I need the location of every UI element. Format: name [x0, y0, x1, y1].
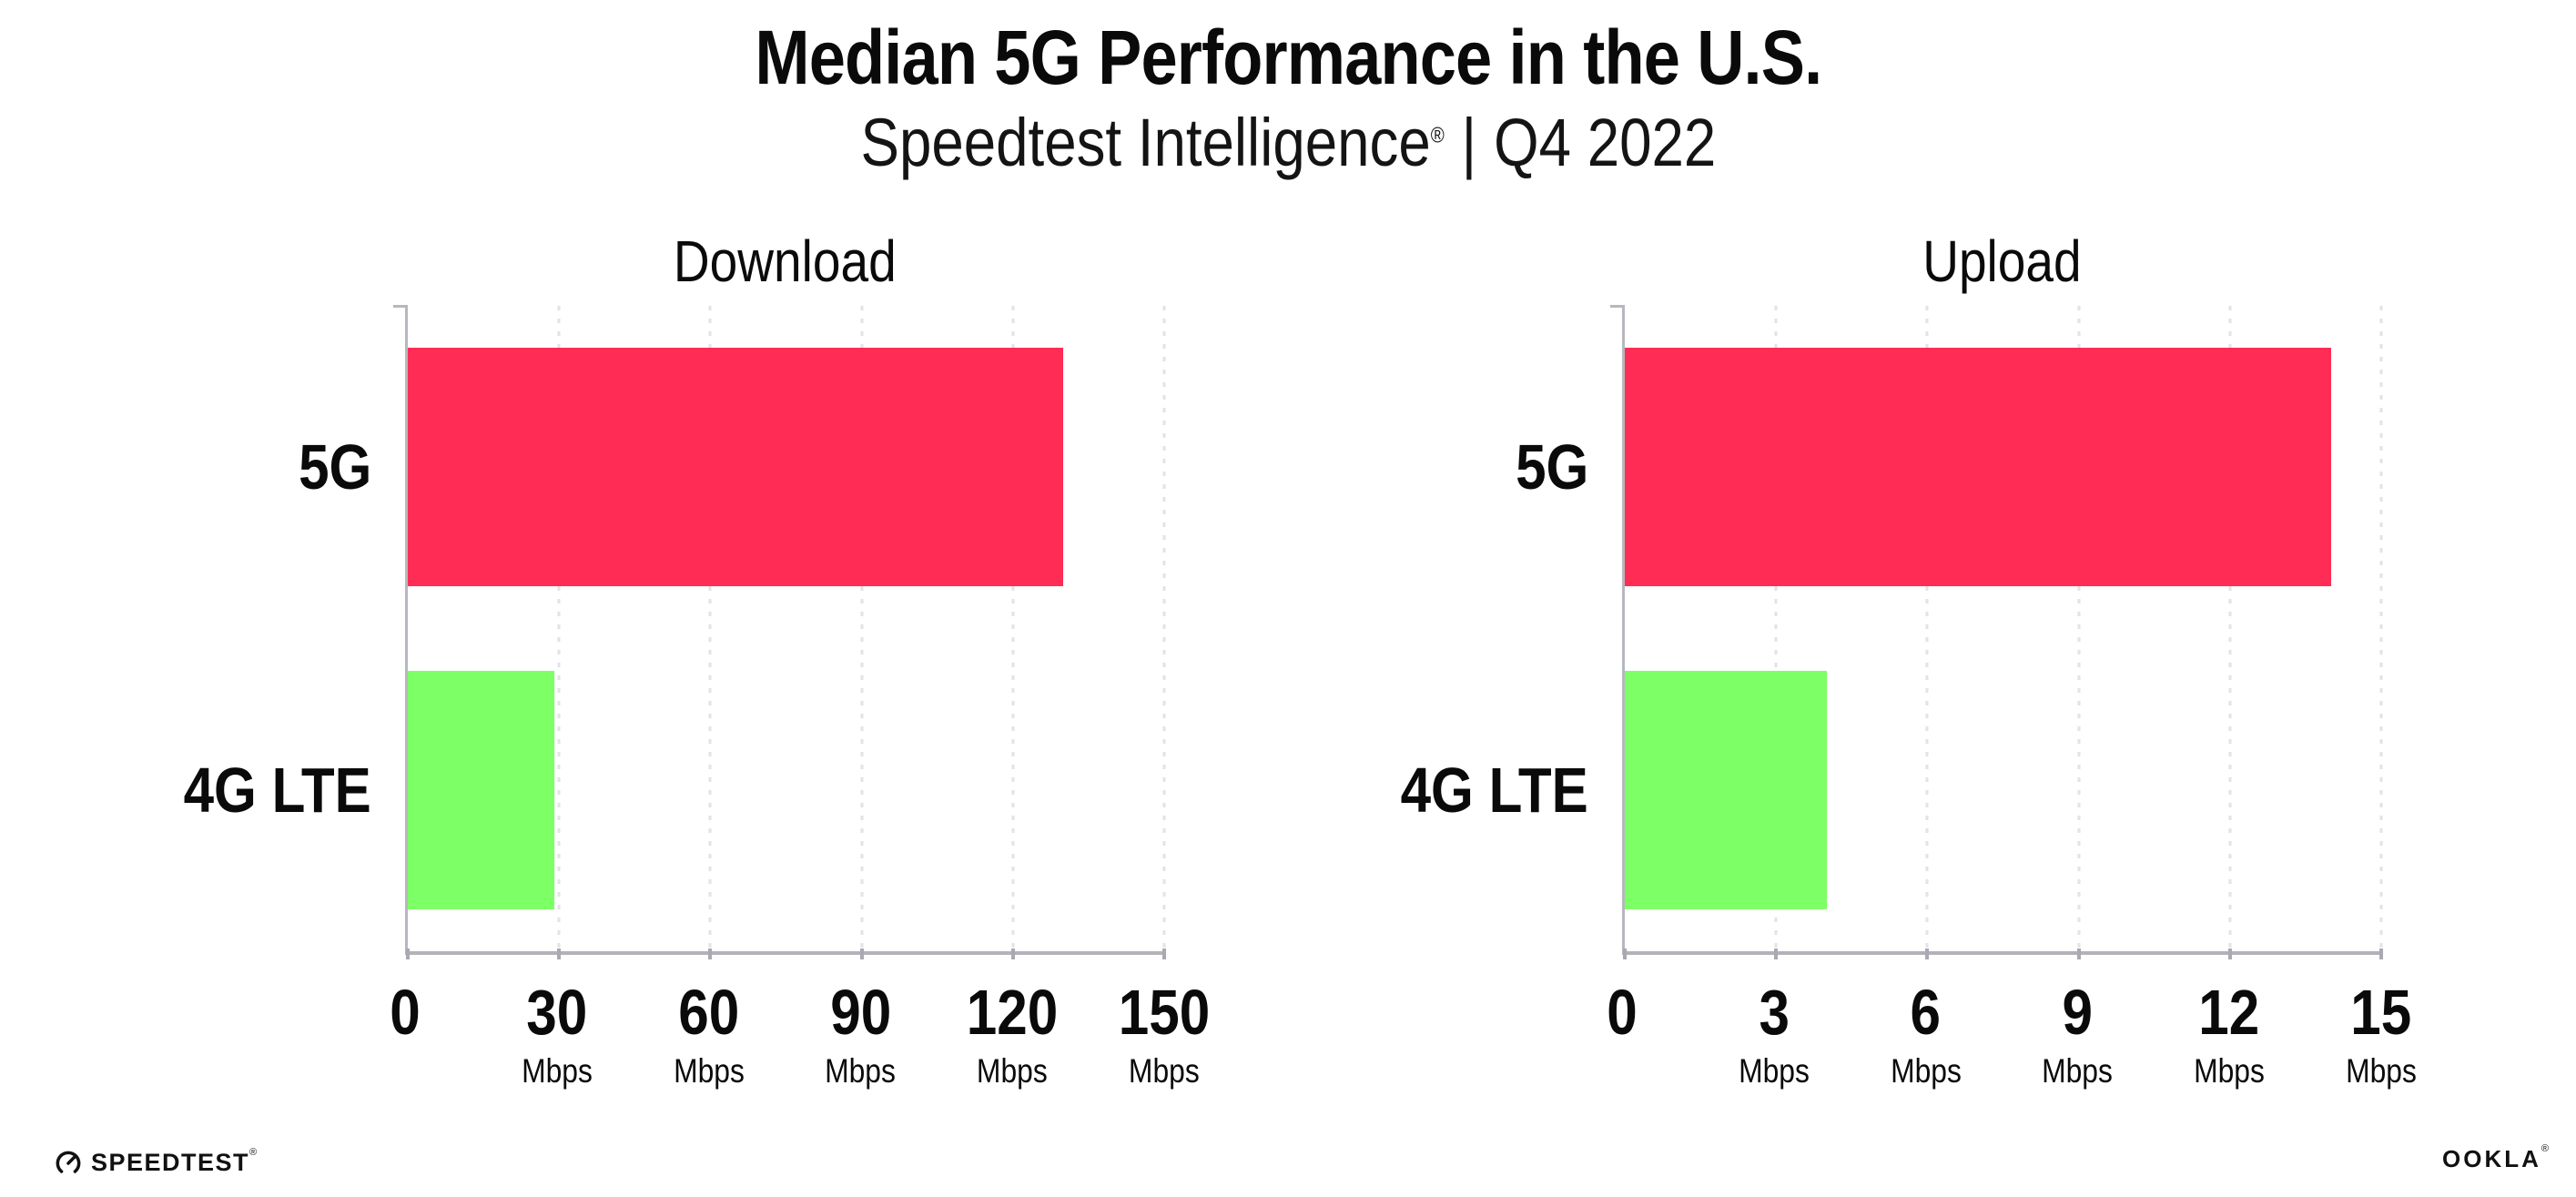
tick-unit: Mbps — [825, 1052, 897, 1090]
x-tick-label: 60 Mbps — [667, 980, 749, 1090]
plot-area: 5G 4G LTE — [184, 305, 1166, 959]
bar — [408, 670, 554, 909]
tick-unit: Mbps — [2346, 1052, 2417, 1090]
bar — [1625, 670, 1827, 909]
speedtest-logo: SPEEDTEST® — [55, 1147, 259, 1177]
gridline — [708, 306, 712, 951]
x-axis-tick-mark — [406, 948, 410, 959]
tick-number: 0 — [390, 977, 421, 1048]
x-axis-tick-mark — [1623, 948, 1627, 959]
ookla-logo-text: OOKLA — [2442, 1145, 2541, 1172]
bar — [408, 348, 1064, 587]
x-tick-label: 150 Mbps — [1111, 980, 1218, 1090]
x-axis-tick-mark — [1925, 948, 1930, 959]
tick-number: 30 — [526, 977, 588, 1048]
page-title: Median 5G Performance in the U.S. — [755, 15, 1822, 100]
x-tick-label: 90 Mbps — [819, 980, 901, 1090]
tick-unit: Mbps — [521, 1052, 593, 1090]
tick-unit: Mbps — [1890, 1052, 1962, 1090]
bar — [1625, 348, 2331, 587]
chart-download: Download 5G 4G LTE 0 30 Mbps 60 Mbps 90 … — [145, 228, 1219, 1135]
tick-number: 6 — [1910, 977, 1942, 1048]
x-tick-label: 30 Mbps — [516, 980, 598, 1090]
gridline — [2077, 306, 2081, 951]
bar-row: 4G LTE — [184, 629, 1164, 952]
bar-row: 5G — [299, 306, 1164, 629]
y-category-label: 5G — [298, 431, 371, 503]
bars-container: 5G 4G LTE — [1401, 306, 2381, 952]
ookla-registered-icon: ® — [2541, 1143, 2549, 1154]
registered-trademark-icon: ® — [1430, 124, 1445, 148]
tick-number: 90 — [829, 977, 891, 1048]
x-axis-tick-mark — [859, 948, 864, 959]
x-tick-label: 0 — [1605, 980, 1640, 1090]
subtitle-period: Q4 2022 — [1493, 105, 1716, 181]
x-tick-label: 0 — [388, 980, 423, 1090]
x-axis-labels: 0 3 Mbps 6 Mbps 9 Mbps 12 Mbps 15 Mbps — [1607, 980, 2417, 1135]
x-axis-tick-mark — [708, 948, 713, 959]
tick-number: 3 — [1759, 977, 1790, 1048]
bar-row: 4G LTE — [1401, 629, 2381, 952]
gridline — [2228, 306, 2232, 951]
x-tick-label: 120 Mbps — [959, 980, 1066, 1090]
chart-title: Download — [673, 228, 897, 294]
tick-number: 60 — [678, 977, 740, 1048]
bar-row: 5G — [1516, 306, 2381, 629]
y-axis-top-tick — [393, 305, 408, 308]
gridline — [1162, 306, 1166, 951]
tick-unit: Mbps — [673, 1052, 745, 1090]
tick-number: 15 — [2350, 977, 2412, 1048]
x-axis-tick-mark — [1010, 948, 1015, 959]
x-axis-tick-mark — [557, 948, 562, 959]
y-axis-top-tick — [1610, 305, 1625, 308]
tick-unit: Mbps — [1129, 1052, 1200, 1090]
chart-title: Upload — [1922, 228, 2082, 294]
speedtest-logo-text: SPEEDTEST® — [91, 1147, 259, 1176]
tick-number: 150 — [1118, 977, 1211, 1048]
speedtest-gauge-icon — [55, 1150, 82, 1177]
y-category-label: 5G — [1515, 431, 1588, 503]
x-axis-labels: 0 30 Mbps 60 Mbps 90 Mbps 120 Mbps 150 M… — [390, 980, 1210, 1135]
tick-number: 120 — [966, 977, 1059, 1048]
x-tick-label: 3 Mbps — [1733, 980, 1815, 1090]
gridline — [2379, 306, 2383, 951]
y-category-label: 4G LTE — [183, 754, 371, 826]
gridline — [860, 306, 864, 951]
tick-number: 0 — [1607, 977, 1638, 1048]
header: Median 5G Performance in the U.S. Speedt… — [0, 15, 2576, 179]
page-subtitle: Speedtest Intelligence® | Q4 2022 — [0, 106, 2576, 179]
x-axis-tick-mark — [1774, 948, 1779, 959]
subtitle-separator: | — [1461, 105, 1476, 181]
gridline — [1925, 306, 1929, 951]
tick-unit: Mbps — [977, 1052, 1049, 1090]
gridline — [557, 306, 561, 951]
x-tick-label: 15 Mbps — [2340, 980, 2422, 1090]
gridline — [1774, 306, 1778, 951]
tick-unit: Mbps — [2042, 1052, 2114, 1090]
tick-number: 12 — [2198, 977, 2260, 1048]
y-category-label: 4G LTE — [1400, 754, 1588, 826]
tick-unit: Mbps — [1738, 1052, 1810, 1090]
tick-number: 9 — [2062, 977, 2094, 1048]
x-axis-tick-mark — [2379, 948, 2383, 959]
x-axis-tick-mark — [2227, 948, 2232, 959]
x-tick-label: 9 Mbps — [2036, 980, 2118, 1090]
subtitle-brand: Speedtest Intelligence — [860, 105, 1431, 181]
x-tick-label: 6 Mbps — [1884, 980, 1966, 1090]
chart-upload: Upload 5G 4G LTE 0 3 Mbps 6 Mbps 9 Mbps … — [1362, 228, 2436, 1135]
speedtest-registered-icon: ® — [249, 1147, 259, 1158]
gridline — [1011, 306, 1015, 951]
x-axis-tick-mark — [2076, 948, 2081, 959]
ookla-logo: OOKLA® — [2442, 1143, 2549, 1173]
tick-unit: Mbps — [2194, 1052, 2266, 1090]
x-tick-label: 12 Mbps — [2188, 980, 2270, 1090]
bars-container: 5G 4G LTE — [184, 306, 1164, 952]
plot-area: 5G 4G LTE — [1401, 305, 2383, 959]
x-axis-tick-mark — [1162, 948, 1166, 959]
